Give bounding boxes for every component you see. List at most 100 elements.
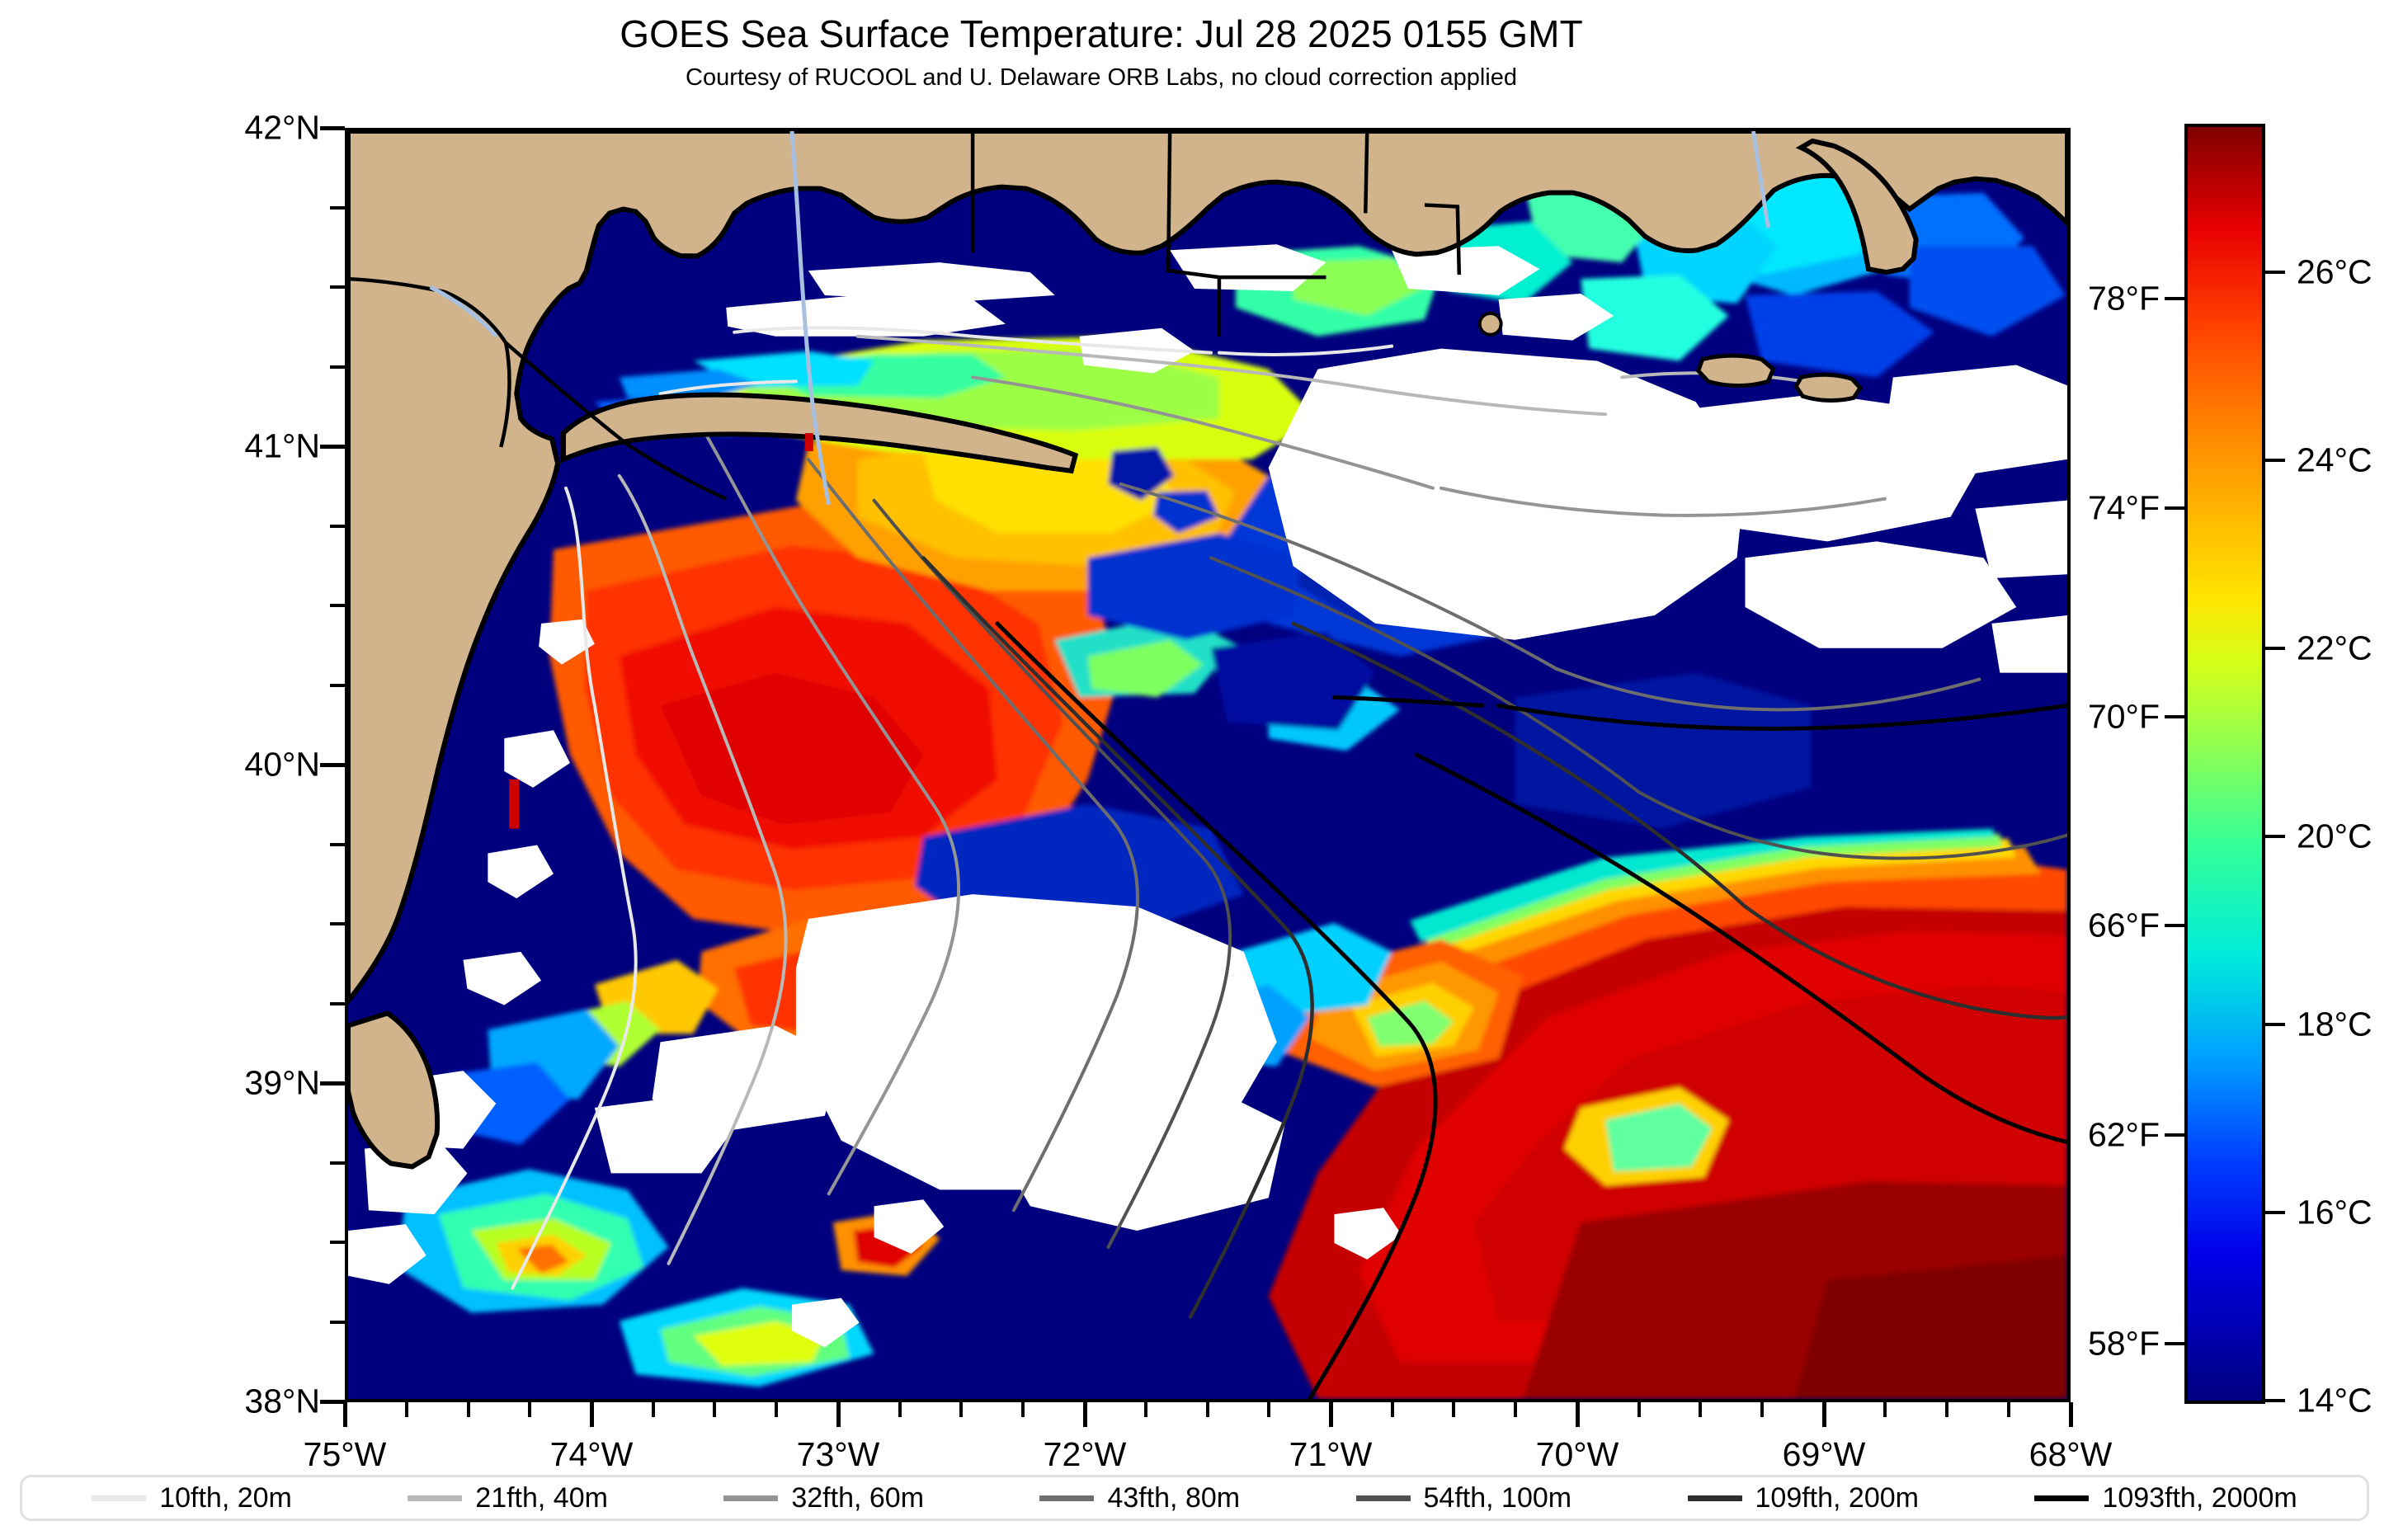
y-minor-tick [330, 1241, 345, 1244]
y-minor-tick [330, 206, 345, 210]
y-axis-label-40n: 40°N [244, 745, 320, 784]
y-tick-40 [320, 763, 345, 767]
land-nantucket [1793, 372, 1864, 403]
x-minor-tick [713, 1402, 716, 1417]
land-polygons [348, 131, 2067, 1170]
legend-label: 32fth, 60m [791, 1481, 925, 1514]
colorbar-label-24c: 24°C [2297, 440, 2373, 479]
legend-item-40m[interactable]: 21fth, 40m [408, 1482, 608, 1514]
x-minor-tick [1883, 1402, 1887, 1417]
legend-item-2000m[interactable]: 1093fth, 2000m [2034, 1482, 2297, 1514]
station-marker[interactable] [804, 433, 813, 451]
x-axis-label-68w: 68°W [2029, 1435, 2113, 1473]
x-minor-tick [1945, 1402, 1948, 1417]
legend-label: 43fth, 80m [1107, 1481, 1241, 1514]
colorbar-label-78f: 78°F [2087, 279, 2160, 318]
station-marker-coastal[interactable] [509, 779, 520, 829]
sst-map-canvas [348, 131, 2067, 1399]
y-minor-tick [330, 843, 345, 846]
colorbar-tick-58f [2165, 1342, 2184, 1345]
legend-item-60m[interactable]: 32fth, 60m [723, 1482, 924, 1514]
colorbar-tick-16c [2265, 1211, 2285, 1214]
legend-item-100m[interactable]: 54fth, 100m [1355, 1481, 1572, 1514]
colorbar-tick-78f [2165, 297, 2184, 300]
sst-colorbar[interactable] [2184, 124, 2265, 1404]
legend-item-20m[interactable]: 10fth, 20m [92, 1482, 292, 1514]
y-tick-39 [320, 1081, 345, 1086]
colorbar-tick-14c [2265, 1399, 2285, 1402]
legend-label: 109fth, 200m [1755, 1481, 1919, 1514]
y-minor-tick [330, 1002, 345, 1005]
legend-line-icon [408, 1495, 463, 1501]
x-tick-72w [1083, 1402, 1087, 1427]
y-tick-42 [320, 126, 345, 130]
x-axis-label-71w: 71°W [1289, 1435, 1373, 1473]
legend-line-icon [723, 1495, 779, 1501]
x-tick-71w [1329, 1402, 1333, 1427]
y-minor-tick [330, 922, 345, 925]
x-tick-74w [590, 1402, 594, 1427]
y-minor-tick [330, 525, 345, 528]
x-minor-tick [528, 1402, 531, 1417]
x-axis-label-72w: 72°W [1043, 1435, 1127, 1473]
legend-line-icon [1039, 1495, 1095, 1501]
x-minor-tick [1760, 1402, 1764, 1417]
cloud-mask-regions [348, 244, 2067, 1348]
colorbar-tick-66f [2165, 924, 2184, 927]
y-tick-41 [320, 445, 345, 449]
x-axis-label-74w: 74°W [549, 1435, 634, 1473]
colorbar-label-22c: 22°C [2297, 629, 2373, 667]
x-minor-tick [959, 1402, 963, 1417]
x-minor-tick [1021, 1402, 1025, 1417]
y-minor-tick [330, 684, 345, 687]
x-minor-tick [1206, 1402, 1209, 1417]
colorbar-label-70f: 70°F [2087, 697, 2160, 736]
x-minor-tick [405, 1402, 408, 1417]
legend-label: 1093fth, 2000m [2102, 1481, 2297, 1514]
legend-item-80m[interactable]: 43fth, 80m [1039, 1482, 1240, 1514]
x-minor-tick [1452, 1402, 1455, 1417]
colorbar-tick-74f [2165, 506, 2184, 510]
land-delmarva [348, 1010, 441, 1170]
x-axis-label-70w: 70°W [1535, 1435, 1619, 1473]
legend-line-icon [92, 1495, 147, 1501]
x-minor-tick [2007, 1402, 2010, 1417]
y-minor-tick [330, 365, 345, 369]
x-tick-69w [1822, 1402, 1826, 1427]
legend-item-200m[interactable]: 109fth, 200m [1687, 1481, 1919, 1514]
land-long-island [561, 392, 1079, 474]
legend-line-icon [1687, 1495, 1742, 1501]
legend-label: 54fth, 100m [1423, 1481, 1572, 1514]
legend-line-icon [2034, 1495, 2090, 1501]
colorbar-label-18c: 18°C [2297, 1005, 2373, 1043]
colorbar-label-16c: 16°C [2297, 1193, 2373, 1232]
x-tick-75w [343, 1402, 347, 1427]
x-minor-tick [1267, 1402, 1270, 1417]
y-minor-tick [330, 1321, 345, 1324]
x-minor-tick [1637, 1402, 1641, 1417]
legend-line-icon [1355, 1495, 1411, 1501]
sst-map-axes[interactable] [345, 128, 2071, 1402]
colorbar-tick-24c [2265, 459, 2285, 462]
colorbar-label-58f: 58°F [2087, 1324, 2160, 1363]
y-minor-tick [330, 604, 345, 607]
colorbar-tick-26c [2265, 271, 2285, 274]
legend-label: 10fth, 20m [159, 1481, 292, 1514]
colorbar-label-26c: 26°C [2297, 252, 2373, 291]
x-axis-label-75w: 75°W [303, 1435, 387, 1473]
legend-label: 21fth, 40m [475, 1481, 608, 1514]
x-axis-label-69w: 69°W [1782, 1435, 1866, 1473]
land-cape-cod [1795, 138, 1919, 276]
state-borders [348, 131, 1770, 506]
page-title: GOES Sea Surface Temperature: Jul 28 202… [620, 12, 1583, 55]
x-tick-68w [2069, 1402, 2073, 1427]
bathymetry-contours [511, 326, 2067, 1399]
x-minor-tick [1144, 1402, 1147, 1417]
x-minor-tick [1391, 1402, 1394, 1417]
colorbar-label-20c: 20°C [2297, 817, 2373, 855]
y-minor-tick [330, 285, 345, 289]
x-axis-label-73w: 73°W [796, 1435, 880, 1473]
colorbar-tick-70f [2165, 715, 2184, 718]
land-block-island [1477, 311, 1503, 337]
